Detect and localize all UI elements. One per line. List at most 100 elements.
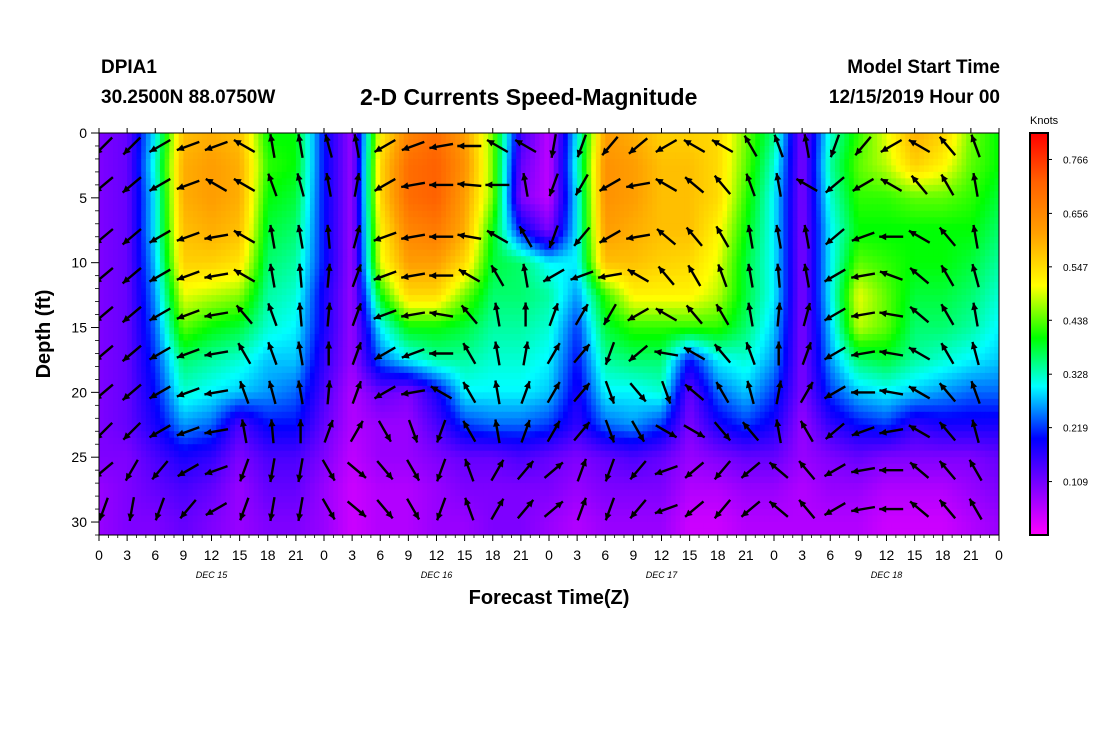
- heatmap-cell: [455, 159, 460, 166]
- heatmap-cell: [962, 256, 967, 263]
- heatmap-cell: [985, 224, 990, 231]
- heatmap-cell: [399, 152, 404, 159]
- heatmap-cell: [816, 217, 821, 224]
- heatmap-cell: [685, 133, 690, 140]
- heatmap-cell: [826, 217, 831, 224]
- heatmap-cell: [563, 165, 568, 172]
- heatmap-cell: [141, 146, 146, 153]
- heatmap-cell: [835, 165, 840, 172]
- heatmap-cell: [512, 230, 517, 237]
- heatmap-cell: [188, 152, 193, 159]
- heatmap-cell: [540, 178, 545, 185]
- heatmap-cell: [638, 289, 643, 296]
- heatmap-cell: [676, 263, 681, 270]
- heatmap-cell: [849, 146, 854, 153]
- heatmap-cell: [544, 256, 549, 263]
- heatmap-cell: [722, 224, 727, 231]
- heatmap-cell: [957, 250, 962, 257]
- heatmap-cell: [324, 152, 329, 159]
- heatmap-cell: [952, 256, 957, 263]
- heatmap-cell: [769, 237, 774, 244]
- heatmap-cell: [394, 256, 399, 263]
- heatmap-cell: [938, 146, 943, 153]
- heatmap-cell: [558, 263, 563, 270]
- heatmap-cell: [277, 152, 282, 159]
- heatmap-cell: [540, 185, 545, 192]
- heatmap-cell: [680, 282, 685, 289]
- heatmap-cell: [929, 204, 934, 211]
- heatmap-cell: [755, 185, 760, 192]
- heatmap-cell: [282, 146, 287, 153]
- heatmap-cell: [793, 289, 798, 296]
- heatmap-cell: [657, 152, 662, 159]
- heatmap-cell: [891, 146, 896, 153]
- heatmap-cell: [221, 250, 226, 257]
- heatmap-cell: [263, 250, 268, 257]
- heatmap-cell: [887, 198, 892, 205]
- heatmap-cell: [985, 269, 990, 276]
- heatmap-cell: [240, 295, 245, 302]
- heatmap-cell: [137, 250, 142, 257]
- heatmap-cell: [502, 139, 507, 146]
- heatmap-cell: [516, 165, 521, 172]
- heatmap-cell: [990, 263, 995, 270]
- heatmap-cell: [943, 191, 948, 198]
- heatmap-cell: [301, 198, 306, 205]
- heatmap-cell: [601, 224, 606, 231]
- heatmap-cell: [727, 289, 732, 296]
- heatmap-cell: [619, 165, 624, 172]
- heatmap-cell: [460, 159, 465, 166]
- heatmap-cell: [933, 139, 938, 146]
- heatmap-cell: [226, 159, 231, 166]
- heatmap-cell: [460, 198, 465, 205]
- heatmap-cell: [577, 159, 582, 166]
- heatmap-cell: [957, 198, 962, 205]
- heatmap-cell: [633, 198, 638, 205]
- heatmap-cell: [263, 237, 268, 244]
- heatmap-cell: [558, 178, 563, 185]
- heatmap-cell: [849, 282, 854, 289]
- heatmap-cell: [610, 263, 615, 270]
- heatmap-cell: [872, 172, 877, 179]
- heatmap-cell: [971, 191, 976, 198]
- heatmap-cell: [919, 263, 924, 270]
- heatmap-cell: [868, 159, 873, 166]
- heatmap-cell: [840, 191, 845, 198]
- heatmap-cell: [244, 204, 249, 211]
- heatmap-cell: [249, 178, 254, 185]
- heatmap-cell: [160, 133, 165, 140]
- heatmap-cell: [507, 172, 512, 179]
- heatmap-cell: [572, 165, 577, 172]
- heatmap-cell: [127, 289, 132, 296]
- heatmap-cell: [713, 204, 718, 211]
- heatmap-cell: [971, 295, 976, 302]
- heatmap-cell: [413, 172, 418, 179]
- heatmap-cell: [976, 159, 981, 166]
- heatmap-cell: [333, 133, 338, 140]
- heatmap-cell: [502, 224, 507, 231]
- heatmap-cell: [380, 172, 385, 179]
- heatmap-cell: [676, 295, 681, 302]
- heatmap-cell: [305, 178, 310, 185]
- heatmap-cell: [980, 224, 985, 231]
- heatmap-cell: [235, 191, 240, 198]
- heatmap-cell: [690, 217, 695, 224]
- heatmap-cell: [741, 243, 746, 250]
- heatmap-cell: [591, 133, 596, 140]
- heatmap-cell: [535, 217, 540, 224]
- heatmap-cell: [127, 152, 132, 159]
- heatmap-cell: [938, 204, 943, 211]
- heatmap-cell: [324, 217, 329, 224]
- heatmap-cell: [769, 276, 774, 283]
- heatmap-cell: [788, 250, 793, 257]
- heatmap-cell: [141, 263, 146, 270]
- heatmap-cell: [465, 217, 470, 224]
- heatmap-cell: [802, 159, 807, 166]
- heatmap-cell: [441, 165, 446, 172]
- heatmap-cell: [563, 282, 568, 289]
- heatmap-cell: [127, 133, 132, 140]
- heatmap-cell: [460, 263, 465, 270]
- heatmap-cell: [769, 295, 774, 302]
- heatmap-cell: [183, 211, 188, 218]
- heatmap-cell: [460, 243, 465, 250]
